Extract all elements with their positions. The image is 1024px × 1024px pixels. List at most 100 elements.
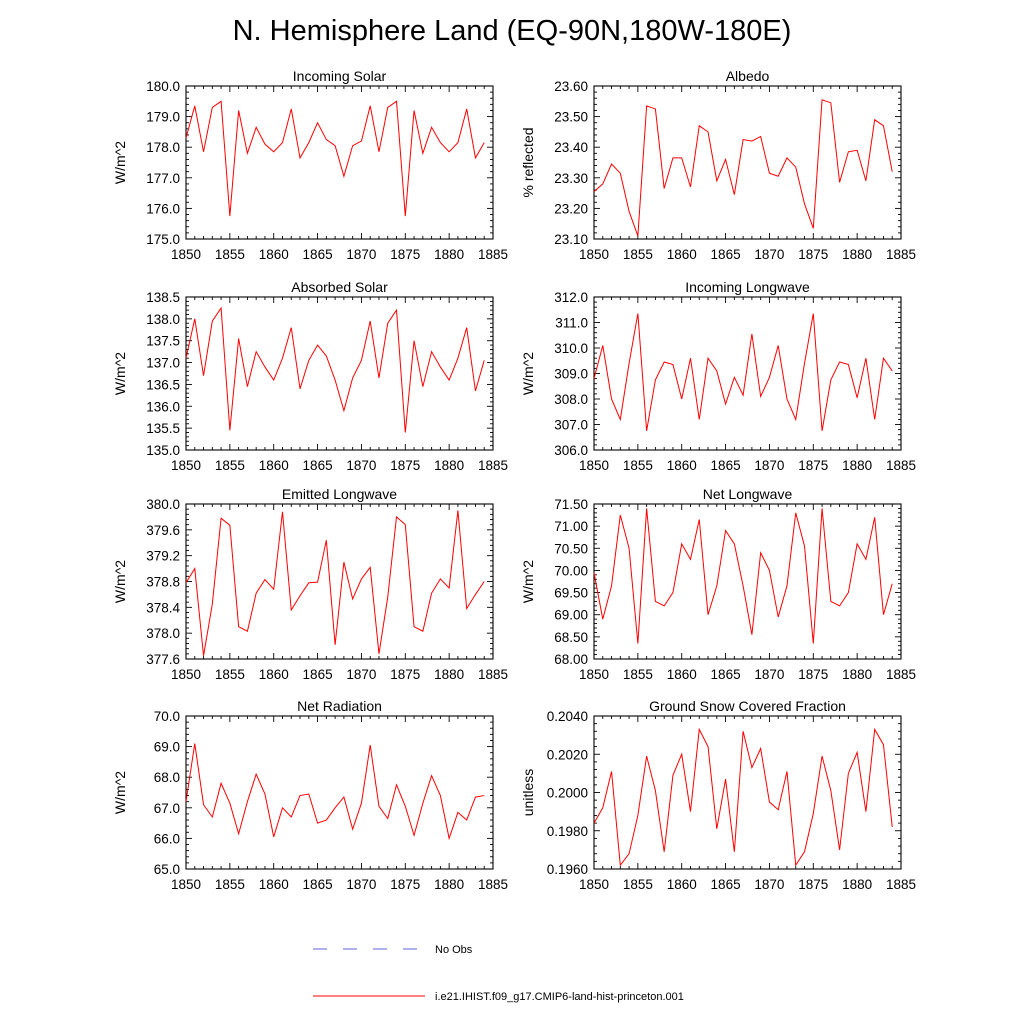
x-tick-label: 1880 [434,247,464,262]
x-tick-label: 1850 [579,667,609,682]
x-tick-label: 1865 [711,667,741,682]
panel-4: Incoming Longwave W/m^2 1850 1855 1860 1865 18… [520,279,916,473]
x-tick-label: 1870 [346,247,376,262]
y-tick-label: 71.50 [554,497,588,512]
x-tick-label: 1860 [667,667,697,682]
x-tick-label: 1850 [171,877,201,892]
series-line-1 [185,100,485,217]
plot-frame [185,503,494,660]
y-tick-label: 23.10 [554,232,588,247]
x-tick-label: 1885 [886,667,916,682]
y-tick-label: 65.0 [154,862,180,877]
series-line-1 [185,743,485,841]
x-tick-label: 1850 [171,247,201,262]
x-tick-label: 1875 [390,247,420,262]
y-tick-label: 23.40 [554,140,588,155]
y-tick-label: 380.0 [146,497,180,512]
y-tick-label: 0.1960 [547,862,588,877]
y-tick-label: 0.2000 [547,786,588,801]
y-tick-label: 378.4 [146,600,180,615]
y-axis-label: unitless [520,769,536,816]
y-tick-label: 70.50 [554,541,588,556]
y-tick-label: 0.2040 [547,709,588,724]
x-tick-label: 1855 [215,877,245,892]
x-tick-label: 1870 [754,458,784,473]
x-tick-label: 1860 [667,458,697,473]
x-tick-label: 1875 [390,877,420,892]
y-tick-label: 309.0 [554,367,588,382]
x-tick-label: 1860 [667,247,697,262]
x-tick-label: 1855 [215,458,245,473]
x-tick-label: 1885 [886,458,916,473]
y-tick-label: 136.0 [146,399,180,414]
y-tick-label: 137.0 [146,356,180,371]
series-line-1 [593,727,893,867]
series-line-1 [593,508,893,644]
x-tick-label: 1850 [171,667,201,682]
y-tick-label: 69.0 [154,740,180,755]
x-tick-label: 1850 [579,458,609,473]
figure-title: N. Hemisphere Land (EQ-90N,180W-180E) [233,15,792,47]
y-tick-label: 180.0 [146,79,180,94]
y-tick-label: 69.50 [554,586,588,601]
panel-3: Absorbed Solar W/m^2 1850 1855 1860 1865 1870 1… [112,279,508,473]
x-tick-label: 1880 [842,247,872,262]
y-tick-label: 67.0 [154,801,180,816]
panel-title: Albedo [726,68,770,84]
y-tick-label: 68.0 [154,770,180,785]
y-tick-label: 177.0 [146,171,180,186]
panel-7: Net Radiation W/m^2 1850 1855 1860 1865 1870 18… [112,698,508,892]
x-tick-label: 1860 [259,458,289,473]
plot-frame [593,715,902,870]
x-tick-label: 1870 [754,667,784,682]
y-tick-label: 310.0 [554,341,588,356]
y-tick-label: 136.5 [146,377,180,392]
x-tick-label: 1850 [171,458,201,473]
x-tick-label: 1870 [346,667,376,682]
panel-5: Emitted Longwave W/m^2 1850 1855 1860 1865 187… [112,486,508,682]
x-tick-label: 1855 [623,247,653,262]
x-tick-label: 1865 [303,667,333,682]
y-axis-label: W/m^2 [520,352,536,395]
y-axis-label: W/m^2 [520,560,536,603]
x-tick-label: 1855 [215,667,245,682]
x-tick-label: 1885 [886,877,916,892]
x-tick-label: 1855 [623,458,653,473]
panel-2: Albedo % reflected 1850 1855 1860 1865 1870 187… [520,68,916,262]
plot-frame [185,715,494,870]
x-tick-label: 1885 [478,877,508,892]
y-tick-label: 68.00 [554,652,588,667]
x-tick-label: 1860 [259,667,289,682]
y-tick-label: 379.6 [146,523,180,538]
y-tick-label: 178.0 [146,140,180,155]
x-tick-label: 1865 [303,458,333,473]
y-tick-label: 378.0 [146,626,180,641]
y-tick-label: 135.5 [146,421,180,436]
x-tick-label: 1875 [798,667,828,682]
panel-title: Absorbed Solar [291,279,388,295]
x-tick-label: 1850 [579,877,609,892]
y-tick-label: 138.5 [146,290,180,305]
x-tick-label: 1860 [259,247,289,262]
x-tick-label: 1880 [842,877,872,892]
x-tick-label: 1870 [346,877,376,892]
x-tick-label: 1870 [754,877,784,892]
x-tick-label: 1880 [434,458,464,473]
y-tick-label: 306.0 [554,443,588,458]
panel-title: Ground Snow Covered Fraction [649,698,846,714]
y-tick-label: 377.6 [146,652,180,667]
y-tick-label: 308.0 [554,392,588,407]
x-tick-label: 1880 [434,667,464,682]
panel-title: Incoming Longwave [685,279,810,295]
series-line-1 [185,510,485,656]
legend: No Obs i.e21.IHIST.f09_g17.CMIP6-land-hi… [313,944,684,1003]
panel-6: Net Longwave W/m^2 1850 1855 1860 1865 1870 187… [520,486,916,682]
series-line-1 [185,306,485,433]
x-tick-label: 1865 [711,877,741,892]
y-tick-label: 179.0 [146,110,180,125]
plot-frame [593,503,902,660]
plot-frame [185,296,494,451]
y-tick-label: 23.30 [554,171,588,186]
y-tick-label: 307.0 [554,418,588,433]
